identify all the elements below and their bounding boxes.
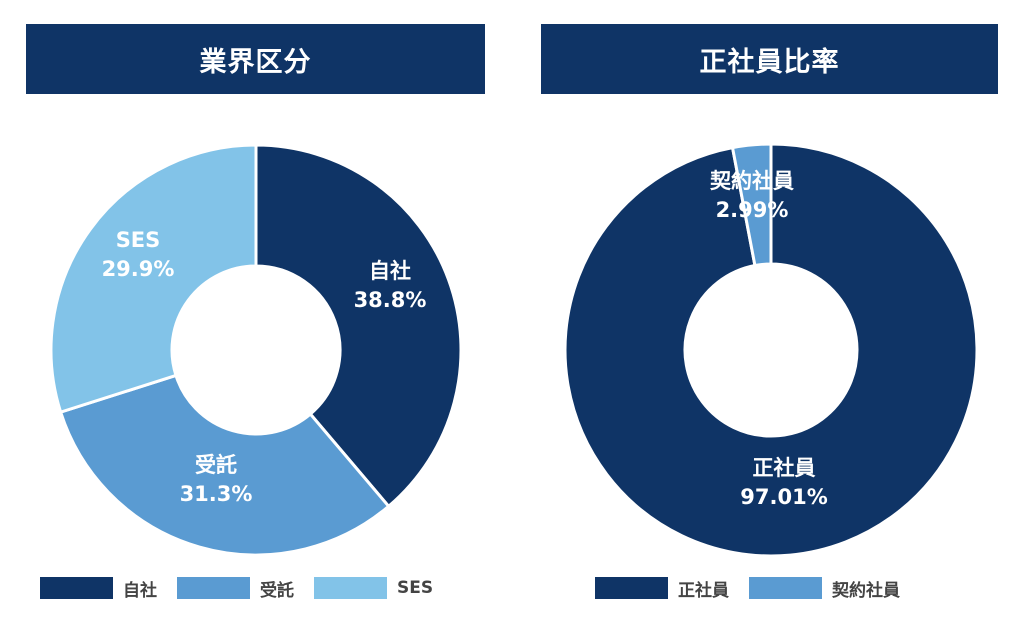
legend-label: 自社 [123,580,157,601]
industry-slice-2 [49,143,258,415]
chart-legend: 自社 受託 SES [40,575,453,601]
legend-item: 受託 [177,576,294,601]
legend-swatch [595,577,668,599]
legend-item: 正社員 [595,576,729,601]
chart-legend: 正社員 契約社員 [595,575,920,601]
slice-value-label: 31.3% [180,482,253,506]
legend-label: 正社員 [678,580,729,601]
legend-label: SES [397,578,434,598]
legend-swatch [177,577,250,599]
slice-value-label: 38.8% [354,288,427,312]
slice-category-label: 自社 [369,259,411,283]
chart-title: 正社員比率 [541,24,998,94]
legend-label: 受託 [260,580,294,601]
employment-slice-0 [563,142,979,558]
slice-category-label: 受託 [195,453,237,477]
employment-slice-1 [730,142,773,268]
industry-donut-chart: 自社 38.8% 受託 31.3% SES 29.9% [49,143,463,557]
legend-label: 契約社員 [832,580,900,601]
industry-slice-1 [58,373,391,557]
slice-category-label: SES [116,228,161,252]
industry-chart-panel: 業界区分 自社 38.8% 受託 31.3% SES 29.9% 自社 受託 SES [0,0,500,623]
slice-value-label: 29.9% [102,257,175,281]
employment-donut-chart: 正社員 97.01% 契約社員 2.99% [563,142,979,558]
legend-item: 自社 [40,576,157,601]
legend-swatch [749,577,822,599]
legend-swatch [40,577,113,599]
legend-swatch [314,577,387,599]
slice-value-label: 2.99% [716,198,789,222]
legend-item: SES [314,577,433,599]
legend-item: 契約社員 [749,576,900,601]
industry-slice-0 [254,143,463,509]
chart-title: 業界区分 [26,24,485,94]
slice-category-label: 正社員 [753,456,816,480]
employment-chart-panel: 正社員比率 正社員 97.01% 契約社員 2.99% 正社員 契約社員 [515,0,1015,623]
slice-value-label: 97.01% [740,485,827,509]
slice-category-label: 契約社員 [709,169,794,193]
